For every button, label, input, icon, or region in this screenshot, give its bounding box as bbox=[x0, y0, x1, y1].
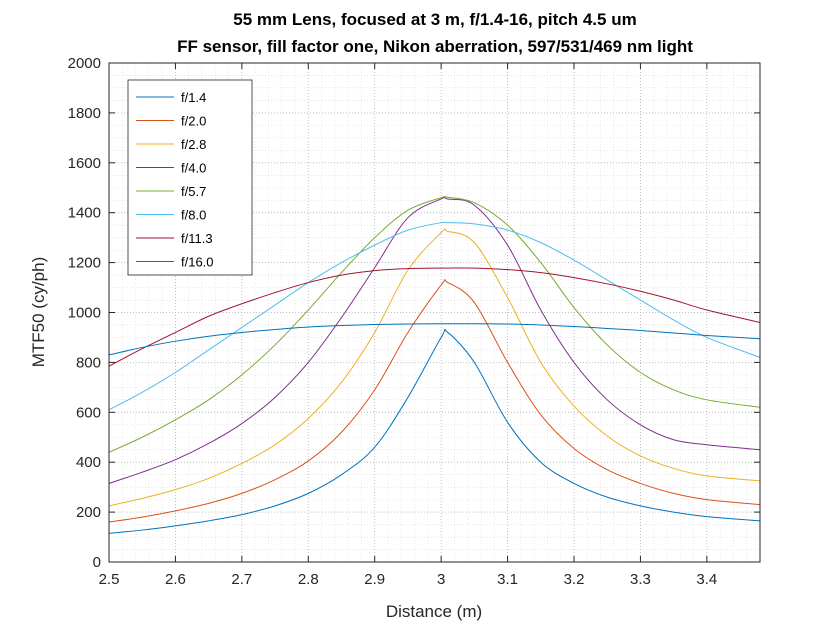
legend: f/1.4 f/2.0 f/2.8 f/4.0 f/5.7 f/8.0 f/11.3 f/16… bbox=[127, 79, 253, 276]
legend-box bbox=[127, 79, 253, 276]
y-tick-label: 200 bbox=[76, 504, 101, 521]
series-line-f-8-0 bbox=[108, 221, 761, 411]
y-axis-label: MTF50 (cy/ph) bbox=[29, 257, 48, 368]
x-tick-label: 2.6 bbox=[165, 571, 186, 588]
series-line-f-5-7 bbox=[108, 195, 761, 453]
y-tick-label: 400 bbox=[76, 454, 101, 471]
legend-label-f-5-7: f/5.7 bbox=[181, 184, 206, 199]
chart-title-line-1: 55 mm Lens, focused at 3 m, f/1.4-16, pi… bbox=[233, 10, 636, 29]
x-tick-label: 2.5 bbox=[99, 571, 120, 588]
legend-label-f-11-3: f/11.3 bbox=[181, 231, 213, 246]
y-tick-label: 800 bbox=[76, 354, 101, 371]
legend-label-f-2-8: f/2.8 bbox=[181, 137, 206, 152]
legend-items: f/1.4 f/2.0 f/2.8 f/4.0 f/5.7 f/8.0 f/11.3 f/16… bbox=[136, 90, 214, 270]
legend-label-f-2-0: f/2.0 bbox=[181, 114, 206, 129]
x-tick-label: 3.2 bbox=[564, 571, 585, 588]
series-line-f-4-0 bbox=[108, 196, 761, 484]
series-line-f-2-8 bbox=[108, 228, 761, 507]
y-tick-label: 2000 bbox=[68, 55, 101, 72]
chart-title-line-2: FF sensor, fill factor one, Nikon aberra… bbox=[177, 37, 693, 56]
legend-label-f-8-0: f/8.0 bbox=[181, 208, 206, 223]
legend-label-f-1-4: f/1.4 bbox=[181, 90, 206, 105]
y-tick-label: 600 bbox=[76, 404, 101, 421]
x-tick-label: 2.7 bbox=[231, 571, 252, 588]
series-line-f-2-0 bbox=[108, 279, 761, 523]
axis-ticks bbox=[108, 62, 760, 563]
x-tick-label: 3.1 bbox=[497, 571, 518, 588]
y-tick-label: 1200 bbox=[68, 255, 101, 272]
series-line-f-1-4 bbox=[108, 328, 761, 534]
x-tick-label: 2.8 bbox=[298, 571, 319, 588]
y-tick-labels: 0 200 400 600 800 1000 1200 1400 1600 1800 2000 bbox=[68, 55, 101, 571]
x-axis-label: Distance (m) bbox=[386, 602, 482, 621]
x-tick-label: 3.4 bbox=[696, 571, 717, 588]
y-tick-label: 0 bbox=[93, 554, 101, 571]
y-tick-label: 1600 bbox=[68, 155, 101, 172]
legend-label-f-16-0: f/16.0 bbox=[181, 255, 214, 270]
y-tick-label: 1400 bbox=[68, 205, 101, 222]
legend-label-f-4-0: f/4.0 bbox=[181, 161, 206, 176]
y-tick-label: 1000 bbox=[68, 305, 101, 322]
x-tick-label: 2.9 bbox=[364, 571, 385, 588]
x-tick-label: 3 bbox=[437, 571, 445, 588]
y-tick-label: 1800 bbox=[68, 105, 101, 122]
x-tick-labels: 2.5 2.6 2.7 2.8 2.9 3 3.1 3.2 3.3 3.4 bbox=[99, 571, 718, 588]
series-lines bbox=[108, 195, 761, 534]
series-line-f-11-3 bbox=[108, 267, 761, 367]
x-tick-label: 3.3 bbox=[630, 571, 651, 588]
series-line-f-16-0 bbox=[108, 323, 761, 356]
